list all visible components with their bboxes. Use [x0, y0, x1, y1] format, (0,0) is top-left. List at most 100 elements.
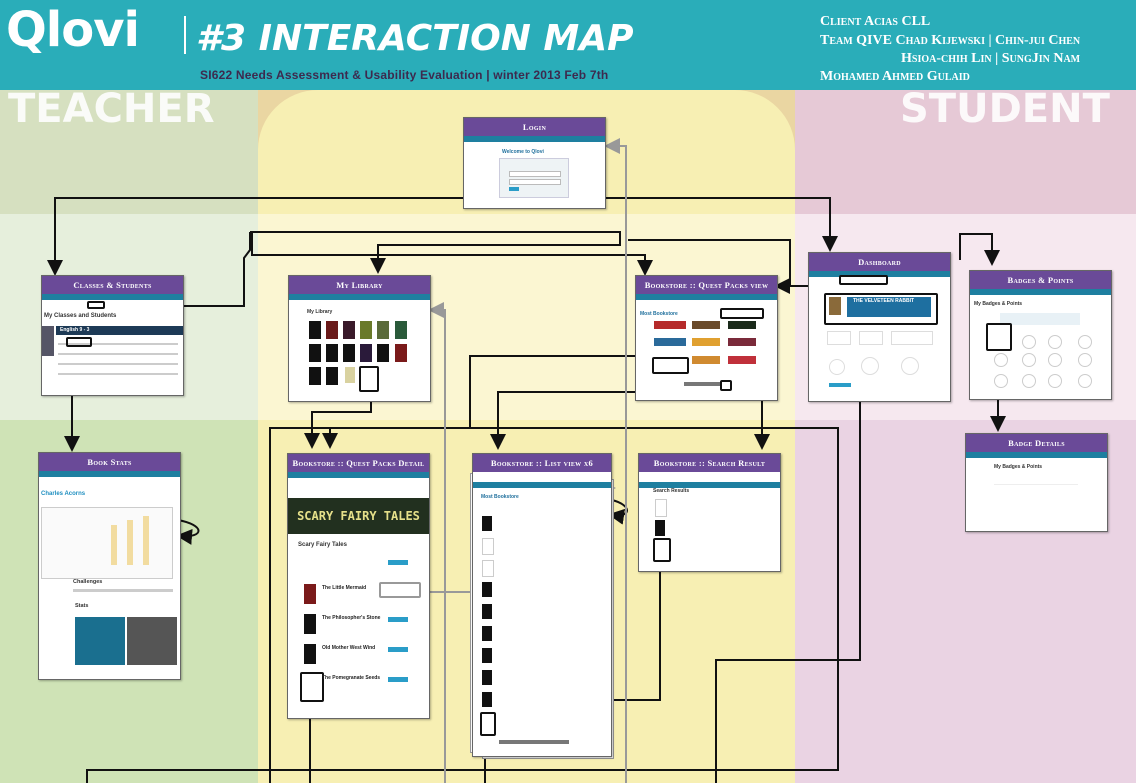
book-cover[interactable]	[345, 367, 355, 383]
book-cover[interactable]	[309, 367, 321, 385]
badge-icon[interactable]	[1048, 374, 1062, 388]
book-cover[interactable]	[343, 321, 355, 339]
search-box-highlight[interactable]	[720, 308, 764, 319]
download-button[interactable]	[388, 560, 408, 565]
student-link-highlight[interactable]	[66, 337, 92, 347]
list-book-cover[interactable]	[482, 692, 492, 707]
dashboard-nav-highlight[interactable]	[839, 275, 888, 285]
arrow-nav-questview	[251, 232, 653, 276]
quest-pack-tile[interactable]	[728, 356, 756, 364]
quest-pack-tile[interactable]	[728, 338, 756, 346]
book-button[interactable]	[388, 617, 408, 622]
quest-pack-tile[interactable]	[654, 338, 686, 346]
arrow-gray-login	[604, 138, 627, 783]
stat-box	[827, 331, 851, 345]
quest-pack-tile[interactable]	[692, 321, 720, 329]
result-book-cover[interactable]	[655, 499, 667, 517]
chart-bar	[143, 516, 149, 565]
book-stats-screen: Book Stats Charles Acorns Challenges Sta…	[38, 452, 181, 680]
list-book-cover[interactable]	[482, 604, 492, 619]
login-screen: Login Welcome to Qlovi	[463, 117, 606, 209]
book-cover[interactable]	[360, 321, 372, 339]
badge-icon[interactable]	[1078, 335, 1092, 349]
list-book-cover[interactable]	[482, 516, 492, 531]
book-cover[interactable]	[309, 344, 321, 362]
result-book-cover[interactable]	[655, 520, 665, 536]
list-book-cover[interactable]	[482, 582, 492, 597]
book-cover[interactable]	[377, 321, 389, 339]
list-book-cover[interactable]	[482, 648, 492, 663]
arrow-nav-library	[250, 231, 621, 274]
selected-book-highlight[interactable]	[359, 366, 379, 392]
arrow-nav-back	[92, 232, 251, 307]
book-cover[interactable]	[395, 321, 407, 339]
dashboard-action-button[interactable]	[829, 383, 851, 387]
challenge-bar	[73, 589, 173, 592]
book-cover[interactable]	[343, 344, 355, 362]
badge-icon[interactable]	[1022, 353, 1036, 367]
arrow-bottom-loop	[86, 427, 839, 783]
current-book-highlight[interactable]	[824, 293, 938, 325]
badge-icon[interactable]	[1022, 335, 1036, 349]
list-book-cover[interactable]	[482, 538, 494, 555]
next-page-highlight[interactable]	[720, 380, 732, 391]
book-cover[interactable]	[377, 344, 389, 362]
classes-nav	[42, 294, 183, 300]
quest-pack-tile[interactable]	[692, 356, 720, 364]
student-zone-label: STUDENT	[900, 86, 1110, 132]
result-book-highlight[interactable]	[653, 538, 671, 562]
badge-icon[interactable]	[1048, 335, 1062, 349]
library-heading: My Library	[307, 309, 333, 315]
list-pagination[interactable]	[499, 740, 569, 744]
quest-detail-tab: Bookstore :: Quest Packs Detail	[288, 454, 429, 472]
book-button[interactable]	[388, 677, 408, 682]
badge-icon[interactable]	[1078, 353, 1092, 367]
list-view-tab: Bookstore :: List view x6	[473, 454, 611, 472]
badge-icon[interactable]	[994, 374, 1008, 388]
badge-icon[interactable]	[994, 353, 1008, 367]
list-view-nav	[473, 482, 611, 488]
challenges-label: Challenges	[73, 579, 103, 585]
quest-pack-highlight[interactable]	[652, 357, 689, 374]
quest-pack-tile[interactable]	[654, 321, 686, 329]
quest-view-tab: Bookstore :: Quest Packs view	[636, 276, 777, 294]
book-cover[interactable]	[326, 321, 338, 339]
list-book-cover[interactable]	[482, 560, 494, 577]
book-cover[interactable]	[360, 344, 372, 362]
badge-icon[interactable]	[1022, 374, 1036, 388]
list-book-cover[interactable]	[482, 626, 492, 641]
book-cover[interactable]	[395, 344, 407, 362]
badge-highlight[interactable]	[986, 323, 1012, 351]
team-line: Team QIVE Chad Kijewski | Chin-jui Chen	[820, 33, 1081, 48]
list-view-heading: Most Bookstore	[481, 494, 519, 500]
student-zone-top	[795, 90, 1136, 214]
classes-heading: My Classes and Students	[44, 313, 117, 319]
book-cover-highlight[interactable]	[300, 672, 324, 702]
quest-pack-tile[interactable]	[728, 321, 756, 329]
list-view-screen: Bookstore :: List view x6 Most Bookstore	[472, 453, 612, 757]
current-book-banner	[847, 297, 931, 317]
book-button[interactable]	[388, 647, 408, 652]
book-cover[interactable]	[326, 367, 338, 385]
current-book-title: THE VELVETEEN RABBIT	[853, 298, 915, 304]
quest-pack-tile[interactable]	[692, 338, 720, 346]
badge-icon[interactable]	[1078, 374, 1092, 388]
chart-bar	[111, 525, 117, 565]
book-cover[interactable]	[326, 344, 338, 362]
arrow-list-loop	[608, 499, 628, 525]
login-nav	[464, 136, 605, 142]
book-button-highlight[interactable]	[379, 582, 421, 598]
class-row	[58, 343, 178, 345]
username-input[interactable]	[509, 171, 561, 177]
arrow-dash-badges	[959, 233, 1000, 266]
list-book-cover[interactable]	[482, 670, 492, 685]
search-result-nav	[639, 482, 780, 488]
list-book-highlight[interactable]	[480, 712, 496, 736]
login-button[interactable]	[509, 187, 519, 191]
nav-highlight[interactable]	[87, 301, 105, 309]
password-input[interactable]	[509, 179, 561, 185]
badge-icon[interactable]	[1048, 353, 1062, 367]
book-cover[interactable]	[309, 321, 321, 339]
badge-details-screen: Badge Details My Badges & Points	[965, 433, 1108, 532]
pagination[interactable]	[684, 382, 720, 386]
